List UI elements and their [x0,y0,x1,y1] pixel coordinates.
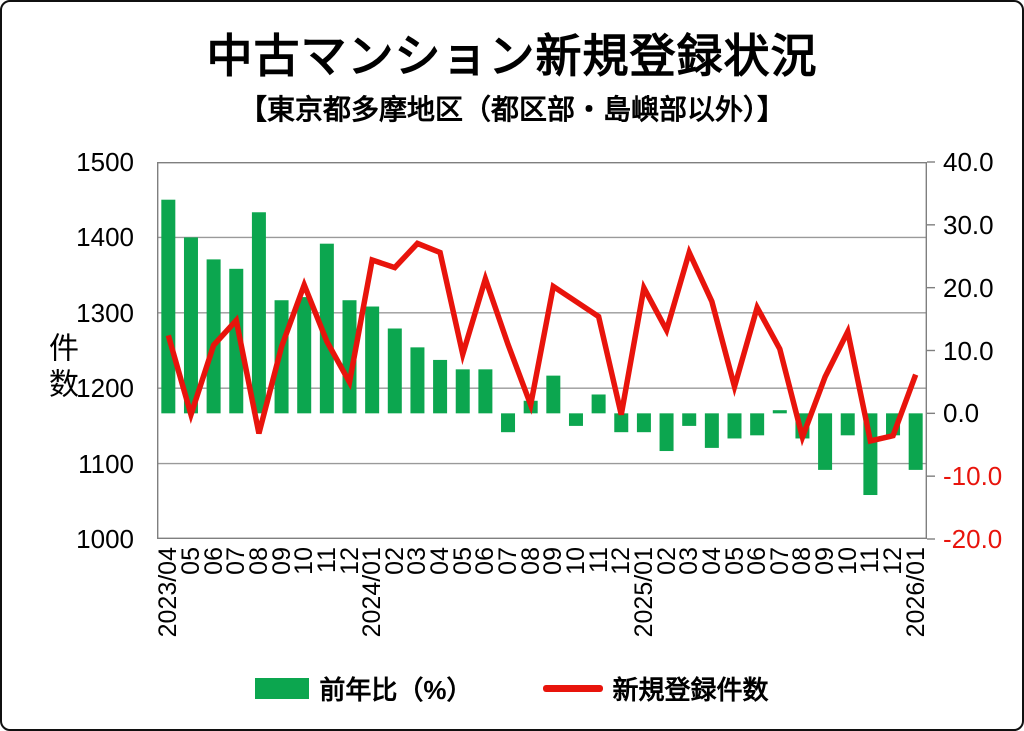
right-axis-tick-label: 10.0 [943,335,994,366]
bar-07 [772,410,787,414]
bar-06 [478,369,493,414]
x-axis-label: 10 [561,547,590,575]
x-axis-label: 07 [494,547,523,575]
bar-04 [704,413,719,448]
bar-10 [840,413,855,436]
x-axis-label: 09 [539,547,568,575]
bar-2024/01 [365,306,380,414]
chart-subtitle: 【東京都多摩地区（都区部・島嶼部以外）】 [238,94,785,125]
x-axis-label: 07 [222,547,251,575]
bar-04 [433,359,448,414]
left-axis-tick-label: 1000 [76,524,134,554]
left-axis-tick-label: 1300 [76,297,134,328]
bar-02 [659,413,674,452]
bar-09 [818,413,833,470]
x-axis-label: 12 [879,547,908,575]
x-axis-label: 12 [607,547,636,575]
bar-2023/04 [161,199,176,414]
x-axis-label: 03 [675,547,704,575]
left-axis-tick-label: 1500 [76,147,134,177]
legend-item-registrations: 新規登録件数 [542,670,769,707]
bar-legend-swatch [255,678,310,699]
x-axis-label: 2023/04 [154,547,183,638]
right-axis-tick-label: -20.0 [943,524,1003,554]
x-axis-label: 04 [697,547,726,575]
x-axis-label: 06 [743,547,772,575]
bar-05 [183,237,198,414]
bar-09 [546,375,561,414]
x-axis-label: 09 [811,547,840,575]
bar-2026/01 [908,413,923,470]
right-axis-tick-label: 20.0 [943,272,994,303]
bar-12 [614,413,629,433]
chart-title: 中古マンション新規登録状況 [206,30,818,82]
bar-05 [727,413,742,439]
x-axis-label: 2025/01 [629,547,658,638]
right-axis-tick-label: 30.0 [943,209,994,240]
line-legend-swatch [542,685,603,692]
right-axis-tick-label: 40.0 [943,147,994,177]
left-axis-tick-label: 1200 [76,373,134,404]
legend-item-yoy: 前年比（%） [255,670,473,707]
bar-legend-label: 前年比（%） [319,675,473,705]
line-legend-label: 新規登録件数 [612,675,769,705]
x-axis-label: 2026/01 [901,547,930,638]
bar-05 [455,369,470,414]
x-axis-label: 08 [244,547,273,575]
bar-07 [501,413,516,433]
x-axis-label: 05 [176,547,205,575]
x-axis-label: 2024/01 [358,547,387,638]
bar-2025/01 [636,413,651,433]
registrations-line [165,240,919,447]
plot-border [156,161,927,540]
bar-07 [229,268,244,414]
bar-06 [206,259,221,414]
x-axis-label: 10 [290,547,319,575]
plot-area [156,161,935,540]
legend: 前年比（%） 新規登録件数 [2,670,1022,707]
bar-08 [251,212,266,414]
x-axis-label: 04 [426,547,455,575]
x-axis-label: 11 [312,547,341,573]
bar-12 [342,300,357,414]
bar-03 [410,347,425,414]
bar-10 [297,297,312,414]
right-axis-tick-label: 0.0 [943,398,980,429]
bar-11 [319,243,334,414]
bar-11 [591,394,606,414]
left-axis-tick-label: 1100 [78,448,134,479]
bar-03 [682,413,697,426]
left-axis-title: 件数 [44,332,77,404]
bar-10 [568,413,583,426]
bar-02 [387,328,402,414]
right-axis-tick-label: -10.0 [943,461,1003,492]
bar-06 [750,413,765,436]
left-axis-tick-label: 1400 [76,222,134,253]
